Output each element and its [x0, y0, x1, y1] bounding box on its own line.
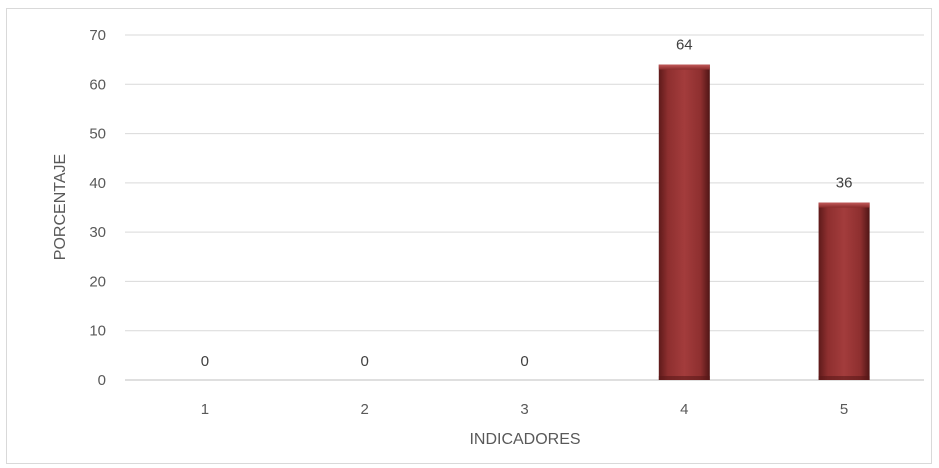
x-tick-label: 2: [361, 401, 369, 418]
data-label: 0: [361, 353, 369, 370]
y-tick-label: 20: [89, 273, 106, 290]
bar-top-bevel: [658, 64, 710, 70]
data-label: 36: [836, 175, 853, 192]
y-axis-title: PORCENTAJE: [52, 154, 69, 260]
x-tick-label: 5: [840, 401, 848, 418]
y-axis-ticks: 0 10 20 30 40 50 60 70: [89, 27, 106, 389]
y-tick-label: 0: [98, 372, 106, 389]
x-tick-label: 3: [520, 401, 528, 418]
y-tick-label: 50: [89, 126, 106, 143]
bar: [818, 202, 870, 380]
bar-base-shade: [818, 376, 870, 380]
y-tick-label: 40: [89, 175, 106, 192]
data-label: 0: [520, 353, 528, 370]
data-label: 0: [201, 353, 209, 370]
y-tick-label: 70: [89, 27, 106, 44]
y-tick-label: 10: [89, 323, 106, 340]
gridlines: [125, 34, 924, 381]
data-label: 64: [676, 37, 693, 54]
y-tick-label: 30: [89, 224, 106, 241]
x-axis-ticks: 1 2 3 4 5: [201, 401, 849, 418]
x-axis-title: INDICADORES: [469, 431, 580, 448]
x-tick-label: 4: [680, 401, 688, 418]
data-labels: 0 0 0 64 36: [201, 37, 853, 370]
y-tick-label: 60: [89, 76, 106, 93]
bars: [658, 64, 870, 381]
bar-base-shade: [658, 376, 710, 380]
bar-top-bevel: [818, 202, 870, 208]
bar-body: [818, 202, 870, 380]
bar-body: [658, 64, 710, 381]
x-tick-label: 1: [201, 401, 209, 418]
bar: [658, 64, 710, 381]
